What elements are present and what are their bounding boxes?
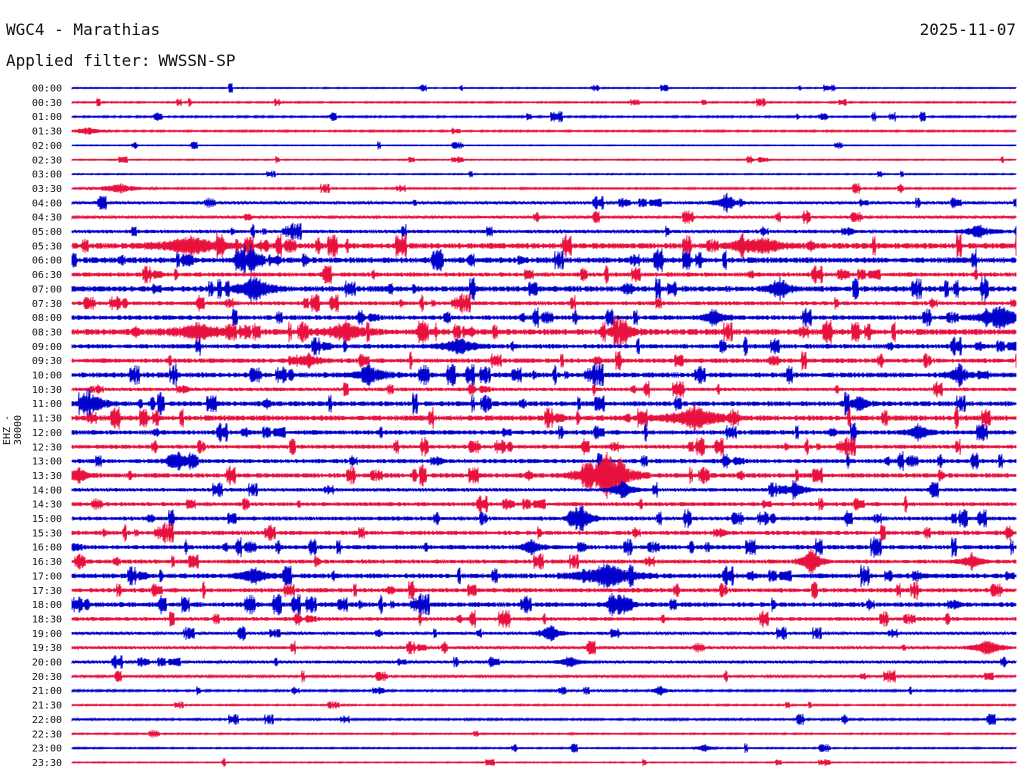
row-tick-label: 18:30: [32, 614, 62, 625]
trace-row: [71, 592, 1017, 617]
row-tick-label: 17:00: [32, 571, 62, 582]
row-tick-label: 06:00: [32, 256, 62, 267]
trace-row: [71, 609, 1017, 629]
row-tick-label: 14:00: [32, 485, 62, 496]
row-tick-label: 04:00: [32, 198, 62, 209]
row-tick-label: 19:30: [32, 643, 62, 654]
row-tick-label: 13:00: [32, 457, 62, 468]
row-tick-label: 12:00: [32, 428, 62, 439]
trace-row: [71, 275, 1017, 302]
trace-row: [71, 192, 1017, 213]
row-tick-label: 12:30: [32, 442, 62, 453]
row-tick-label: 11:00: [32, 399, 62, 410]
row-tick-label: 09:00: [32, 342, 62, 353]
trace-row: [71, 685, 1017, 696]
row-tick-label: 15:00: [32, 514, 62, 525]
row-tick-label: 11:30: [32, 414, 62, 425]
row-tick-label: 07:00: [32, 284, 62, 295]
trace-row: [71, 336, 1017, 357]
row-tick-label: 05:00: [32, 227, 62, 238]
row-tick-label: 00:30: [32, 98, 62, 109]
trace-row: [71, 451, 1017, 472]
row-tick-label: 20:00: [32, 658, 62, 669]
trace-row: [71, 580, 1017, 601]
trace-row: [71, 305, 1017, 330]
row-tick-label: 04:30: [32, 213, 62, 224]
date-label: 2025-11-07: [919, 20, 1016, 39]
trace-row: [71, 388, 1017, 419]
trace-row: [71, 362, 1017, 388]
trace-row: [71, 380, 1017, 398]
row-tick-label: 06:30: [32, 270, 62, 281]
trace-row: [71, 243, 1017, 277]
seismic-traces: [71, 83, 1017, 767]
trace-row: [71, 505, 1017, 532]
trace-row: [71, 625, 1017, 642]
row-tick-label: 07:30: [32, 299, 62, 310]
row-tick-label: 08:00: [32, 313, 62, 324]
row-tick-label: 13:30: [32, 471, 62, 482]
row-tick-label: 02:00: [32, 141, 62, 152]
trace-row: [71, 350, 1017, 371]
row-tick-labels: 00:00 00:30 01:00 01:30 02:00 02:30 03:00 03:30…: [32, 84, 62, 769]
trace-row: [71, 265, 1017, 284]
row-tick-label: 17:30: [32, 586, 62, 597]
row-tick-label: 03:00: [32, 170, 62, 181]
row-tick-label: 18:00: [32, 600, 62, 611]
row-tick-label: 20:30: [32, 672, 62, 683]
trace-row: [71, 316, 1017, 348]
row-tick-label: 23:00: [32, 744, 62, 755]
trace-row: [71, 522, 1017, 544]
row-tick-label: 21:30: [32, 701, 62, 712]
row-tick-label: 00:00: [32, 84, 62, 95]
row-tick-label: 01:30: [32, 127, 62, 138]
row-tick-label: 21:00: [32, 686, 62, 697]
row-tick-label: 10:30: [32, 385, 62, 396]
row-tick-label: 15:30: [32, 528, 62, 539]
trace-row: [71, 547, 1017, 576]
row-tick-label: 08:30: [32, 327, 62, 338]
station-title: WGC4 - Marathias: [6, 20, 161, 39]
trace-row: [71, 436, 1017, 457]
row-tick-label: 22:30: [32, 729, 62, 740]
row-tick-label: 05:30: [32, 241, 62, 252]
trace-row: [71, 293, 1017, 314]
row-tick-label: 02:30: [32, 155, 62, 166]
trace-row: [71, 495, 1017, 514]
trace-row: [71, 563, 1017, 589]
filter-name: WWSSN-SP: [158, 51, 236, 70]
row-tick-label: 03:30: [32, 184, 62, 195]
row-tick-label: 22:00: [32, 715, 62, 726]
row-tick-label: 10:00: [32, 371, 62, 382]
row-tick-label: 01:00: [32, 112, 62, 123]
trace-row: [71, 451, 1017, 500]
trace-row: [71, 209, 1017, 225]
row-tick-label: 14:30: [32, 500, 62, 511]
row-tick-label: 09:30: [32, 356, 62, 367]
filter-prefix: Applied filter:: [6, 51, 151, 70]
row-tick-label: 19:00: [32, 629, 62, 640]
filter-label: Applied filter: WWSSN-SP: [6, 52, 236, 70]
row-tick-label: 16:00: [32, 543, 62, 554]
trace-row: [71, 536, 1017, 558]
row-tick-label: 16:30: [32, 557, 62, 568]
trace-row: [71, 231, 1017, 261]
row-tick-label: 23:30: [32, 758, 62, 769]
trace-row: [71, 422, 1017, 443]
trace-row: [71, 222, 1017, 241]
trace-row: [71, 403, 1017, 433]
